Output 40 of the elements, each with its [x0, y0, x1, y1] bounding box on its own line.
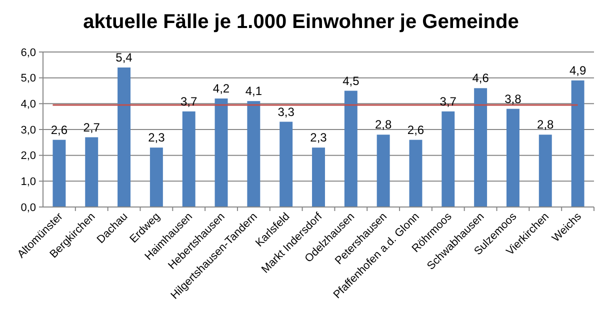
bar	[538, 134, 552, 207]
bar	[344, 90, 358, 207]
bar	[506, 108, 520, 207]
data-label: 2,8	[374, 118, 392, 132]
data-label: 5,4	[116, 50, 133, 64]
bar	[247, 101, 260, 207]
bar	[52, 140, 66, 207]
data-label: 4,9	[569, 63, 586, 78]
y-tick-label: 5,0	[20, 72, 36, 85]
data-label: 4,6	[472, 71, 490, 86]
bar	[312, 148, 325, 207]
data-label: 3,3	[278, 104, 295, 119]
bar	[85, 137, 98, 207]
bar	[442, 111, 455, 207]
data-label: 2,7	[83, 120, 100, 134]
chart-title: aktuelle Fälle je 1.000 Einwohner je Gemeinde	[83, 11, 519, 33]
y-tick-label: 3,0	[20, 124, 36, 136]
y-tick-label: 2,0	[20, 150, 36, 162]
bar	[214, 98, 228, 207]
data-label: 2,3	[148, 130, 166, 145]
data-label: 2,3	[310, 130, 328, 145]
data-label: 4,5	[342, 74, 360, 88]
y-tick-label: 4,0	[20, 98, 36, 111]
data-label: 4,1	[245, 84, 262, 98]
bar	[182, 111, 196, 207]
y-tick-label: 1,0	[20, 176, 36, 188]
y-tick-label: 6,0	[20, 46, 36, 59]
data-label: 3,8	[504, 92, 522, 106]
y-tick-label: 0,0	[20, 202, 36, 214]
data-label: 2,6	[50, 122, 68, 137]
data-label: 2,8	[537, 118, 554, 132]
bar	[376, 134, 390, 207]
bar	[118, 68, 131, 207]
data-label: 4,2	[212, 82, 230, 96]
bar	[280, 122, 293, 207]
bar	[409, 140, 422, 207]
data-label: 2,6	[407, 122, 424, 137]
bar	[571, 80, 584, 207]
bar	[150, 148, 163, 207]
bar	[474, 88, 488, 207]
